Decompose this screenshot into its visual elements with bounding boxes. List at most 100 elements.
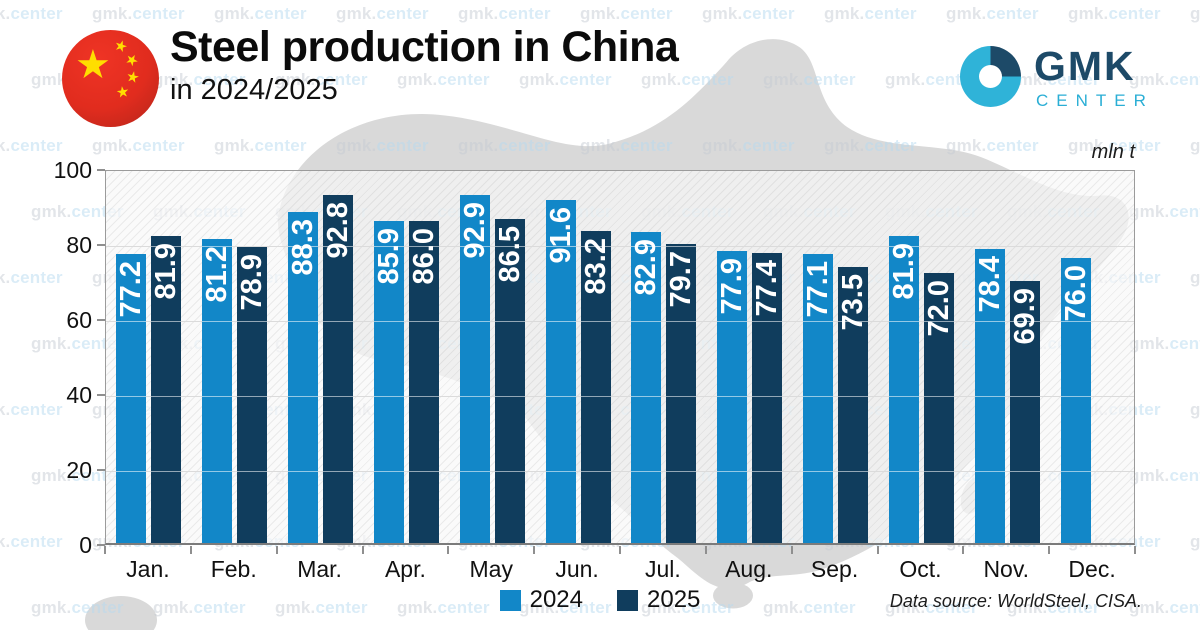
plot-area: 77.2 81.2 88.3 85.9 92.9 91.6 82.9 77.9 77.1 81.9…	[105, 170, 1135, 545]
gridline-front-20	[106, 471, 1134, 472]
watermark-part-blue: center	[132, 4, 185, 23]
y-axis-tick-0	[97, 544, 105, 546]
watermark-part-gray: gmk.	[336, 4, 377, 23]
legend-item-2024: 2024	[499, 586, 583, 614]
watermark-part-gray: gmk.	[1190, 268, 1200, 287]
bar-2024-dec: 76.0	[1059, 258, 1092, 543]
watermark-part-blue: center	[10, 136, 63, 155]
page-subtitle: in 2024/2025	[170, 74, 338, 107]
watermark-part-gray: gmk.	[946, 4, 987, 23]
bar-2024-apr: 85.9	[372, 220, 405, 543]
bar-2024-oct: 81.9	[887, 235, 920, 543]
header: Steel production in China in 2024/2025	[170, 23, 679, 107]
y-axis-tick-20	[97, 469, 105, 471]
bar-2024-jan: 77.2	[115, 253, 147, 543]
watermark-part-gray: gmk.	[214, 136, 255, 155]
bar-2025-sep: 73.5	[837, 267, 870, 543]
watermark-part-blue: center	[1169, 70, 1200, 89]
bar-value-label: 88.3	[287, 218, 320, 276]
watermark-text: gmk.center	[0, 268, 63, 288]
bar-2025-jun: 83.2	[580, 231, 612, 543]
bar-value-label: 92.8	[322, 202, 355, 259]
watermark-part-blue: center	[498, 4, 551, 23]
legend-label-2024: 2024	[529, 586, 583, 613]
month-label-may: May	[469, 556, 513, 582]
watermark-text: gmk.center	[458, 4, 551, 24]
watermark-text: gmk.center	[702, 4, 795, 24]
bar-value-label: 82.9	[630, 239, 663, 296]
watermark-part-blue: center	[864, 4, 917, 23]
bar-value-label: 92.9	[458, 201, 491, 259]
page-title: Steel production in China	[170, 23, 679, 71]
china-flag-icon: ★ ★ ★ ★ ★	[62, 30, 159, 127]
bar-2024-jun: 91.6	[544, 199, 577, 543]
watermark-text: gmk.center	[824, 4, 917, 24]
bar-value-label: 85.9	[372, 227, 405, 285]
watermark-part-blue: center	[132, 136, 185, 155]
watermark-part-gray: gmk.	[214, 4, 255, 23]
data-source-note: Data source: WorldSteel, CISA.	[889, 591, 1142, 611]
month-label-feb: Feb.	[210, 556, 257, 582]
legend-item-2025: 2025	[617, 586, 700, 614]
watermark-part-gray: gmk.	[92, 136, 133, 155]
watermark-text: gmk.center	[0, 136, 63, 156]
watermark-text: gmk.center	[1068, 4, 1161, 24]
x-axis-tick-7	[704, 546, 707, 554]
map-fragment	[85, 596, 157, 630]
bar-value-label: 76.0	[1059, 265, 1092, 322]
gridline-front-60	[106, 321, 1134, 322]
bar-2025-aug: 77.4	[751, 252, 784, 543]
bar-value-label: 72.0	[922, 280, 955, 337]
x-axis-tick-10	[962, 546, 965, 554]
bar-value-label: 86.5	[493, 225, 526, 283]
x-axis-tick-2	[275, 546, 278, 554]
bar-2024-feb: 81.2	[201, 238, 234, 543]
watermark-text: gmk.center	[92, 136, 185, 156]
month-label-sep: Sep.	[810, 556, 859, 582]
watermark-part-blue: center	[254, 4, 307, 23]
watermark-text: gmk.center	[1190, 400, 1200, 420]
y-axis-tick-80	[97, 244, 105, 246]
bar-value-label: 78.9	[236, 254, 269, 311]
x-axis-tick-8	[790, 546, 793, 554]
watermark-part-gray: gmk.	[0, 136, 11, 155]
month-label-dec: Dec.	[1068, 556, 1116, 582]
bar-2025-feb: 78.9	[236, 247, 269, 543]
y-axis-tick-100	[97, 169, 105, 171]
bar-2024-sep: 77.1	[802, 253, 834, 543]
logo-sub: CENTER	[1036, 91, 1154, 110]
watermark-text: gmk.center	[1190, 268, 1200, 288]
x-axis-tick-4	[447, 546, 450, 554]
watermark-text: gmk.center	[1190, 532, 1200, 552]
y-axis-tick-label-0: 0	[79, 532, 92, 558]
legend-swatch-2025	[617, 589, 638, 611]
bar-2024-jul: 82.9	[630, 232, 663, 543]
watermark-part-gray: gmk.	[580, 4, 621, 23]
watermark-part-blue: center	[1169, 334, 1200, 353]
y-axis-tick-label-100: 100	[53, 157, 92, 183]
bar-value-label: 81.2	[201, 245, 234, 302]
watermark-part-gray: gmk.	[0, 268, 11, 287]
month-label-apr: Apr.	[384, 556, 426, 582]
y-axis-unit-label: mln t	[1091, 141, 1135, 163]
watermark-text: gmk.center	[214, 4, 307, 24]
bar-2025-oct: 72.0	[922, 273, 955, 543]
logo-name: GMK	[1034, 43, 1136, 89]
month-label-nov: Nov.	[983, 556, 1030, 582]
bar-value-label: 73.5	[837, 274, 870, 331]
watermark-part-blue: center	[10, 4, 63, 23]
watermark-part-gray: gmk.	[31, 202, 72, 221]
bar-value-label: 79.7	[665, 251, 698, 308]
watermark-part-gray: gmk.	[1068, 4, 1109, 23]
gmk-donut-icon	[960, 46, 1021, 107]
y-axis-tick-60	[97, 319, 105, 321]
month-label-aug: Aug.	[725, 556, 773, 582]
bar-value-label: 81.9	[887, 242, 920, 300]
bar-value-label: 91.6	[544, 206, 577, 263]
flag-big-star: ★	[75, 43, 111, 87]
bar-2025-mar: 92.8	[322, 195, 355, 543]
x-axis-tick-5	[533, 546, 536, 554]
bar-value-label: 77.4	[751, 259, 784, 317]
watermark-part-gray: gmk.	[31, 334, 72, 353]
